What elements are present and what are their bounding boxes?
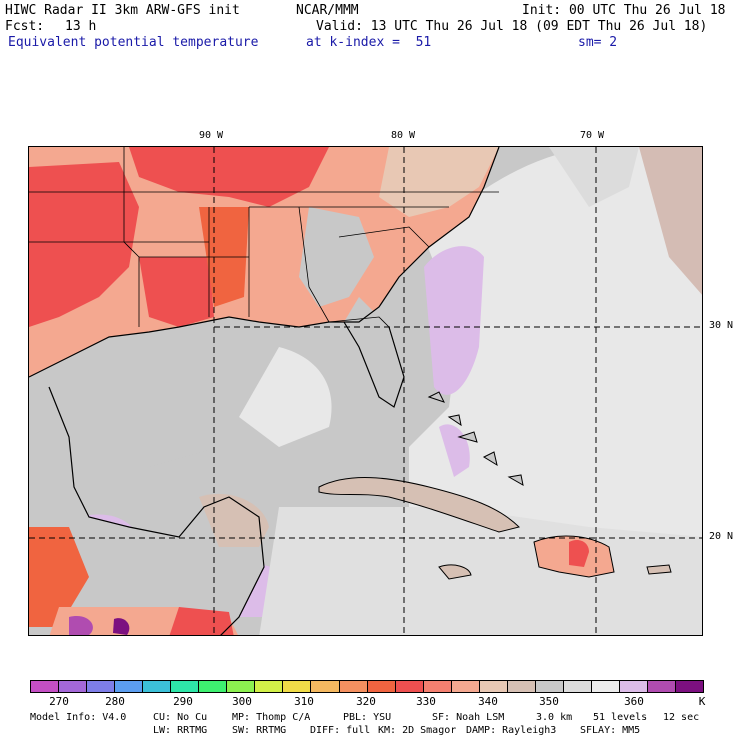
- footer-cu: CU: No Cu: [153, 712, 208, 723]
- footer-timestep: 12 sec: [663, 712, 700, 723]
- lilac-patch-north: [424, 246, 484, 395]
- colorbar-swatch: [619, 681, 649, 692]
- footer-resolution: 3.0 km: [536, 712, 573, 723]
- colorbar-swatch: [395, 681, 424, 692]
- florida-peninsula: [344, 297, 404, 407]
- map-plot: [29, 147, 702, 635]
- footer-pbl: PBL: YSU: [343, 712, 392, 723]
- yucatan-peninsula: [199, 493, 269, 547]
- footer-sflay: SFLAY: MM5: [580, 725, 641, 736]
- colorbar-label: 300: [232, 695, 252, 708]
- colorbar-label: 280: [105, 695, 125, 708]
- texas-hot-region: [29, 162, 139, 327]
- init-time: Init: 00 UTC Thu 26 Jul 18: [522, 3, 726, 18]
- louisiana-hot-region: [139, 257, 214, 327]
- puerto-rico-island: [646, 564, 672, 575]
- footer-lw: LW: RRTMG: [153, 725, 208, 736]
- footer-sw: SW: RRTMG: [232, 725, 287, 736]
- colorbar-swatch: [59, 681, 88, 692]
- cuba-island: [318, 477, 520, 533]
- footer-damp: DAMP: Rayleigh3: [466, 725, 557, 736]
- map-panel: [28, 146, 703, 636]
- colorbar-swatch: [367, 681, 396, 692]
- colorbar-label: 270: [49, 695, 69, 708]
- colorbar-swatch: [255, 681, 284, 692]
- colorbar-label: 330: [416, 695, 436, 708]
- colorbar-swatch: [283, 681, 312, 692]
- mexico-coastline: [48, 386, 265, 635]
- lon-label-70w: 70 W: [580, 130, 605, 141]
- colorbar-swatch: [451, 681, 480, 692]
- mexico-land: [29, 387, 264, 635]
- colorbar-label: 290: [173, 695, 193, 708]
- colorbar-swatch: [31, 681, 60, 692]
- georgia-cool-region: [299, 207, 374, 307]
- colorbar-swatch: [339, 681, 368, 692]
- colorbar-label: 310: [294, 695, 314, 708]
- colorbar: [30, 680, 704, 693]
- smoothing: sm= 2: [578, 35, 618, 50]
- colorbar-label: 360: [624, 695, 644, 708]
- atlantic-tan-region: [639, 147, 702, 295]
- colorbar-swatch: [479, 681, 508, 692]
- us-coastline: [29, 147, 500, 378]
- colorbar-swatch: [423, 681, 452, 692]
- mexico-hot-region: [29, 527, 89, 627]
- field-name: Equivalent potential temperature: [8, 35, 259, 50]
- lat-label-30n: 30 N: [709, 320, 734, 331]
- colorbar-swatch: [171, 681, 200, 692]
- colorbar-swatch: [563, 681, 592, 692]
- colorbar-swatch: [676, 681, 704, 692]
- org-label: NCAR/MMM: [296, 3, 359, 18]
- level-index: at k-index = 51: [306, 35, 432, 50]
- footer-mp: MP: Thomp C/A: [232, 712, 311, 723]
- colorbar-label: 340: [478, 695, 498, 708]
- colorbar-unit: K: [698, 695, 706, 708]
- florida-coastline: [343, 321, 405, 408]
- lon-label-80w: 80 W: [391, 130, 416, 141]
- us-land-warm: [29, 147, 499, 377]
- colorbar-swatch: [199, 681, 228, 692]
- colorbar-swatch: [507, 681, 536, 692]
- colorbar-swatch: [311, 681, 340, 692]
- lon-label-90w: 90 W: [199, 130, 224, 141]
- colorbar-swatch: [648, 681, 677, 692]
- lat-label-20n: 20 N: [709, 531, 734, 542]
- colorbar-swatch: [227, 681, 256, 692]
- colorbar-swatch: [115, 681, 144, 692]
- forecast-hour: 13 h: [65, 19, 97, 34]
- footer-km: KM: 2D Smagor: [378, 725, 457, 736]
- footer-diff: DIFF: full: [310, 725, 371, 736]
- colorbar-label: 350: [539, 695, 559, 708]
- footer-sf: SF: Noah LSM: [432, 712, 505, 723]
- colorbar-swatch: [535, 681, 564, 692]
- model-title: HIWC Radar II 3km ARW-GFS init: [5, 3, 240, 18]
- jamaica-island: [438, 564, 472, 580]
- colorbar-swatch: [87, 681, 116, 692]
- bahamas-islands: [427, 391, 524, 486]
- valid-time: Valid: 13 UTC Thu 26 Jul 18 (09 EDT Thu …: [316, 19, 708, 34]
- colorbar-swatch: [143, 681, 172, 692]
- colorbar-swatch: [591, 681, 620, 692]
- state-borders: [29, 147, 499, 328]
- lat-lon-grid: [29, 147, 702, 635]
- footer-levels: 51 levels: [593, 712, 648, 723]
- colorbar-label: 320: [356, 695, 376, 708]
- forecast-label: Fcst:: [5, 19, 45, 34]
- footer-model-info: Model Info: V4.0: [30, 712, 127, 723]
